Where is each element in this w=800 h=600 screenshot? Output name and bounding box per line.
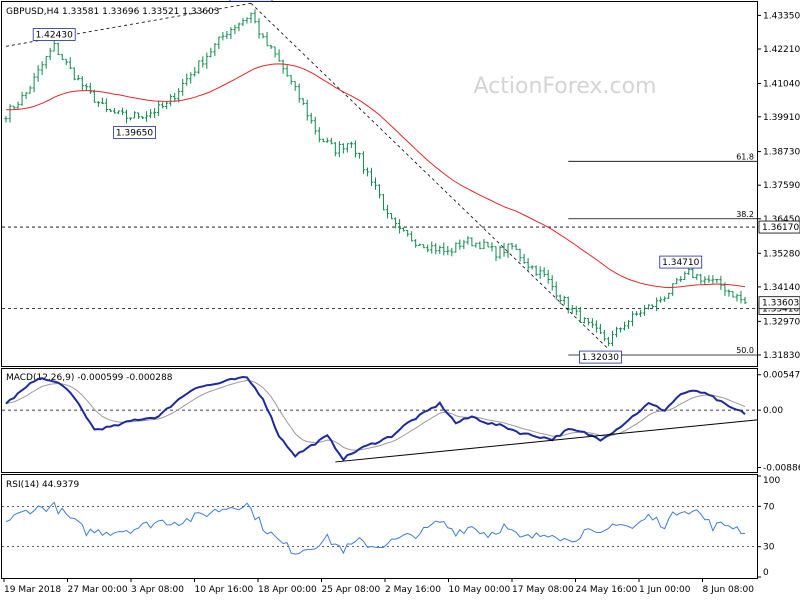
pivot-label: 1.34710 — [662, 258, 699, 268]
current-price-label: 1.33603 — [762, 299, 799, 309]
price-trendlines — [5, 2, 609, 350]
pivot-label-box — [113, 126, 156, 139]
time-tick-label: 17 May 08:00 — [512, 585, 574, 595]
watermark: ActionForex.com — [474, 74, 657, 99]
level-price-label: 1.33410 — [762, 304, 799, 314]
fib-label: 50.0 — [736, 346, 754, 355]
rsi-tick-label: 30 — [763, 543, 775, 553]
price-tick-label: 1.42210 — [763, 45, 800, 55]
pivot-label-box — [229, 0, 273, 2]
price-tick-label: 1.39910 — [763, 113, 800, 123]
price-tick-label: 1.35280 — [763, 249, 800, 259]
price-tick-label: 1.34140 — [763, 283, 800, 293]
price-header: GBPUSD,H4 1.33581 1.33696 1.33521 1.3360… — [6, 7, 219, 17]
time-tick-label: 27 Mar 00:00 — [68, 585, 128, 595]
macd-panel-frame — [1, 368, 758, 473]
macd-tick-label: 0.00547 — [763, 371, 800, 381]
rsi-axis: 100 70 30 0 — [757, 475, 780, 578]
pivot-labels: 1.42430 1.39650 1.43760 1.32030 1.34710 — [32, 0, 703, 364]
macd-trendline — [335, 419, 758, 463]
price-tick-label: 1.37590 — [763, 181, 800, 191]
price-tick-label: 1.31830 — [763, 351, 800, 361]
macd-header: MACD(12,26,9) -0.000599 -0.000288 — [6, 373, 173, 383]
time-axis: 19 Mar 2018 27 Mar 00:00 3 Apr 08:00 10 Apr… — [3, 578, 755, 595]
price-tick-label: 1.38730 — [763, 148, 800, 158]
time-tick-label: 8 Jun 08:00 — [703, 585, 755, 595]
pivot-label: 1.39650 — [116, 128, 153, 138]
time-tick-label: 24 May 16:00 — [576, 585, 638, 595]
pivot-label: 1.32030 — [582, 353, 619, 363]
rsi-line — [5, 501, 746, 555]
rsi-levels — [2, 505, 757, 548]
price-tick-label: 1.36450 — [763, 215, 800, 225]
fib-label: 38.2 — [736, 210, 754, 219]
price-axis: 1.43350 1.42210 1.41040 1.39910 1.38730 1.375… — [757, 11, 800, 361]
price-levels: 61.8 38.2 50.0 — [2, 152, 757, 356]
time-tick-label: 10 Apr 16:00 — [195, 585, 254, 595]
rsi-tick-label: 0 — [763, 568, 769, 578]
time-tick-label: 18 Apr 00:00 — [258, 585, 317, 595]
ema-line — [5, 63, 746, 289]
candlesticks — [4, 9, 747, 347]
price-panel-frame — [1, 1, 758, 367]
price-trendline — [250, 3, 609, 350]
time-tick-label: 10 May 00:00 — [449, 585, 511, 595]
macd-axis: 0.00547 0.00 -0.00886 — [757, 371, 800, 474]
rsi-tick-label: 70 — [763, 502, 775, 512]
rsi-tick-label: 100 — [763, 476, 780, 486]
time-tick-label: 3 Apr 08:00 — [131, 585, 184, 595]
fib-label: 61.8 — [736, 152, 754, 161]
pivot-label-box — [659, 255, 703, 269]
level-price-label-box — [758, 220, 800, 234]
time-tick-label: 1 Jun 00:00 — [639, 585, 691, 595]
pivot-label: 1.42430 — [36, 31, 73, 41]
rsi-panel-frame — [1, 474, 758, 579]
pivot-label-box — [579, 350, 622, 364]
macd-tick-label: -0.00886 — [763, 464, 800, 474]
pivot-label: 1.43760 — [232, 0, 269, 1]
price-tick-label: 1.32970 — [763, 317, 800, 327]
macd-line — [5, 375, 746, 462]
time-tick-label: 2 May 16:00 — [385, 585, 441, 595]
level-price-label: 1.36170 — [762, 223, 799, 233]
time-tick-label: 19 Mar 2018 — [4, 585, 61, 595]
price-tick-label: 1.41040 — [763, 79, 800, 89]
rsi-header: RSI(14) 44.9379 — [6, 480, 79, 490]
pivot-label-box — [32, 28, 76, 41]
macd-tick-label: 0.00 — [763, 406, 783, 416]
current-price-label-box — [758, 296, 800, 310]
time-tick-label: 25 Apr 08:00 — [322, 585, 381, 595]
price-tick-label: 1.43350 — [763, 11, 800, 21]
